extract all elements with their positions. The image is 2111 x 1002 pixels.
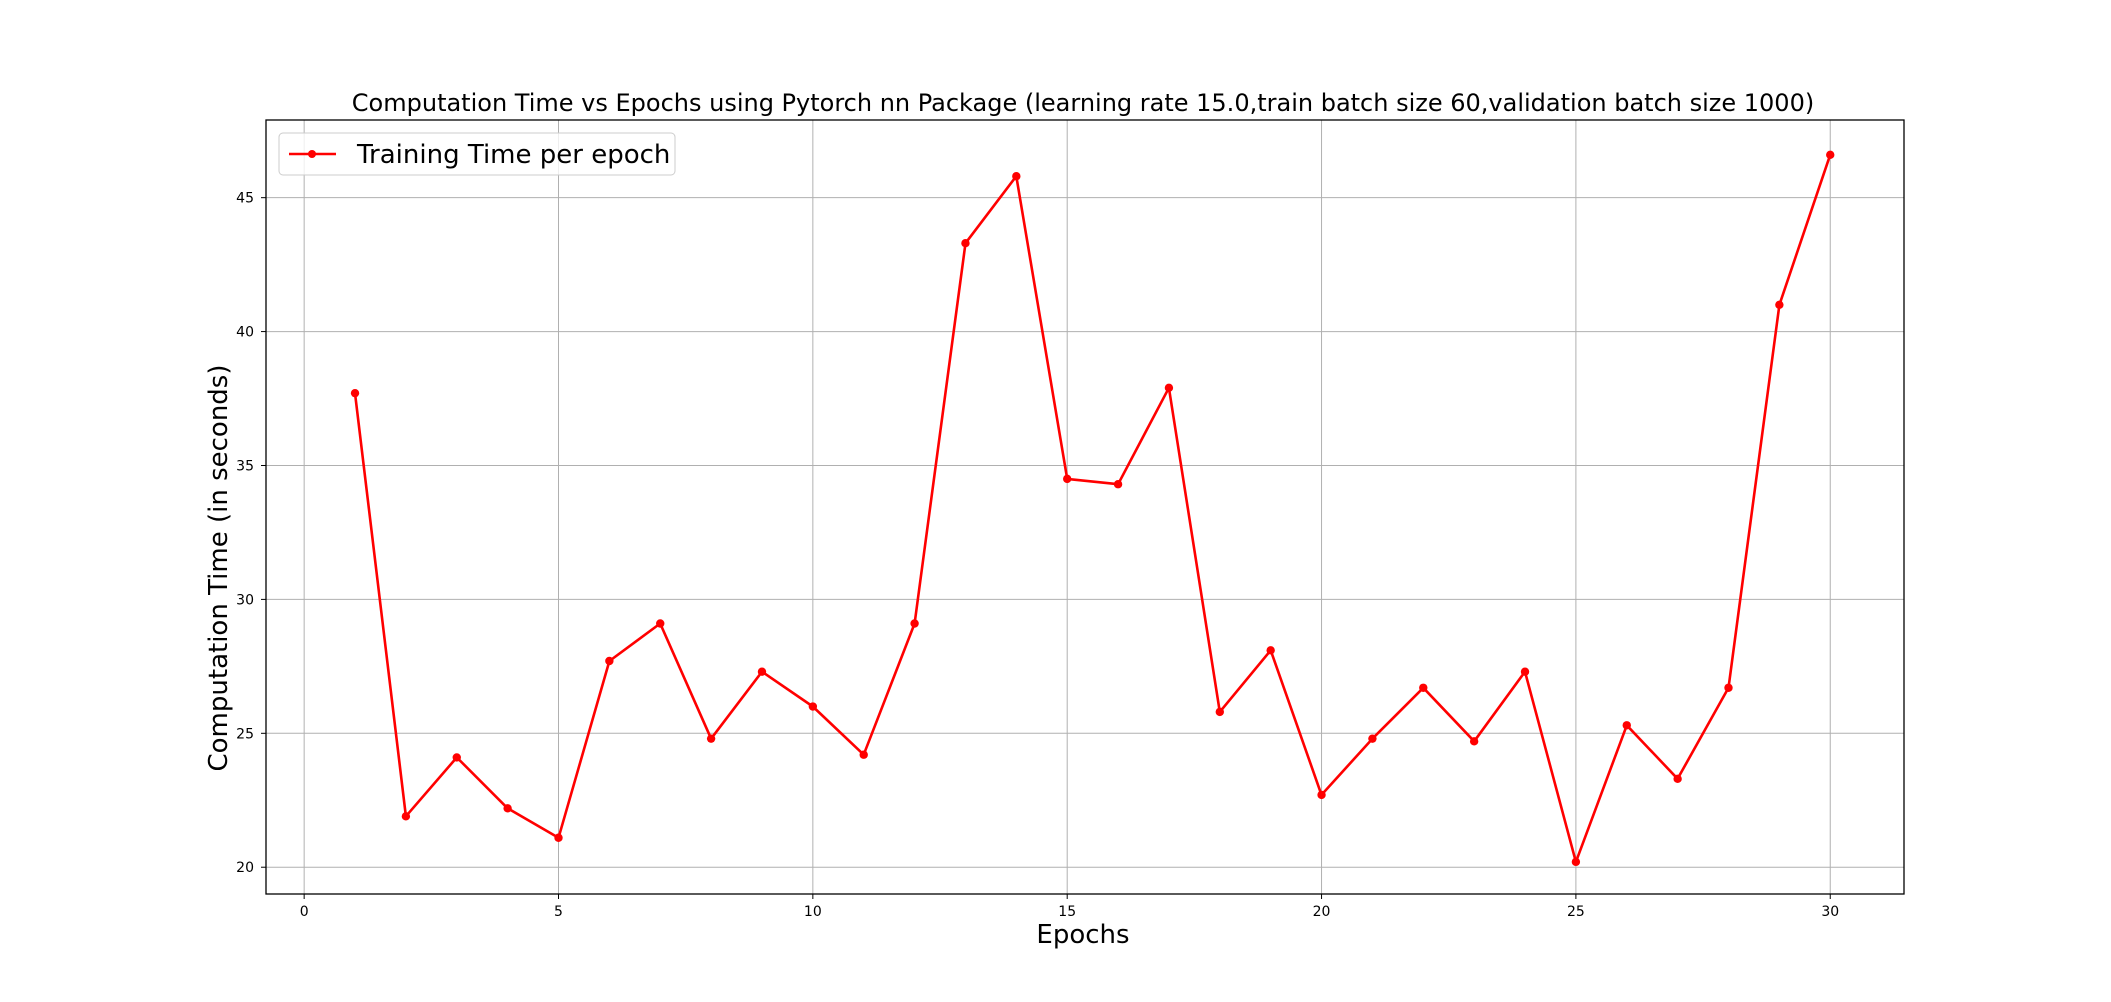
data-point	[503, 804, 512, 813]
x-axis-label: Epochs	[1036, 920, 1129, 950]
data-point	[1571, 857, 1581, 867]
data-point	[961, 238, 970, 248]
grid-lines	[266, 120, 1904, 894]
y-tick-label: 25	[236, 726, 254, 742]
y-tick-label: 45	[236, 191, 254, 207]
data-point	[1724, 683, 1733, 692]
data-point	[1775, 300, 1784, 309]
legend: Training Time per epoch	[278, 132, 676, 176]
y-axis-label: Computation Time (in seconds)	[204, 365, 234, 772]
data-point	[1266, 646, 1275, 655]
data-point	[554, 833, 563, 842]
x-tick-label: 20	[1313, 904, 1331, 920]
data-point	[1520, 667, 1530, 676]
y-tick-label: 30	[236, 592, 254, 608]
x-tick-label: 5	[554, 904, 563, 920]
data-point	[1113, 480, 1123, 489]
data-point	[1419, 683, 1428, 692]
x-tick-label: 15	[1058, 904, 1076, 920]
y-tick-label: 20	[236, 860, 254, 876]
x-tick-label: 30	[1821, 904, 1839, 920]
data-point	[706, 734, 716, 743]
legend-box	[278, 132, 676, 176]
data-point	[1469, 737, 1479, 746]
x-tick-label: 25	[1567, 904, 1585, 920]
y-tick-label: 35	[236, 458, 254, 474]
chart-title: Computation Time vs Epochs using Pytorch…	[352, 89, 1814, 117]
data-point	[1673, 774, 1682, 784]
data-point	[1215, 707, 1225, 717]
x-tick-label: 0	[300, 904, 309, 920]
x-tick-label: 10	[804, 904, 822, 920]
y-tick-label: 40	[236, 325, 254, 341]
data-point	[1062, 474, 1072, 484]
data-point	[808, 702, 818, 711]
axis-ticks: 0 5 10 15 20 25 30 20 25 30 35 40 45	[236, 191, 1839, 920]
data-point	[1164, 383, 1174, 393]
data-point	[452, 753, 461, 762]
data-point	[401, 812, 411, 821]
data-point	[605, 656, 614, 666]
data-point	[1317, 790, 1326, 800]
data-point	[1826, 150, 1835, 160]
data-point	[910, 619, 919, 628]
data-point	[656, 619, 665, 628]
legend-marker-swatch	[308, 150, 316, 158]
legend-entry-training-time: Training Time per epoch	[356, 140, 670, 170]
data-point	[1368, 734, 1377, 743]
data-point	[859, 750, 868, 759]
data-point	[350, 388, 360, 398]
data-point	[1012, 172, 1021, 181]
data-point	[1622, 721, 1631, 730]
plot-frame	[265, 119, 1905, 895]
series-layer	[350, 150, 1835, 867]
series-line	[353, 154, 1832, 864]
data-point	[757, 667, 767, 676]
